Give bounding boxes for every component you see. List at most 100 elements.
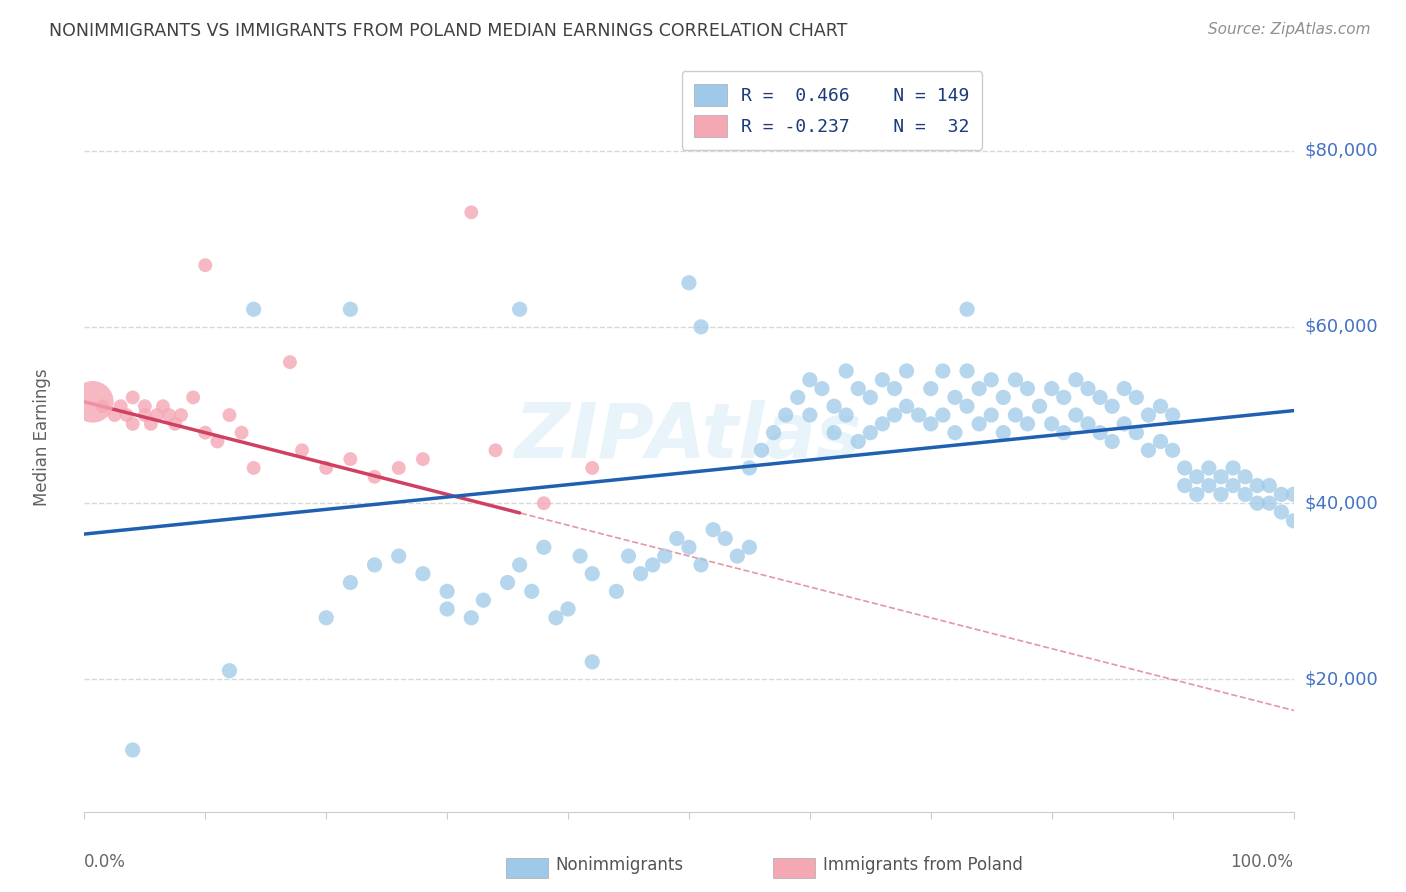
Point <box>993 391 1015 405</box>
Point <box>654 549 676 563</box>
Point <box>967 382 990 396</box>
Point <box>520 584 543 599</box>
Point <box>799 408 821 422</box>
Text: NONIMMIGRANTS VS IMMIGRANTS FROM POLAND MEDIAN EARNINGS CORRELATION CHART: NONIMMIGRANTS VS IMMIGRANTS FROM POLAND … <box>49 22 848 40</box>
Point <box>1270 487 1292 501</box>
Point <box>943 391 966 405</box>
Point <box>896 364 918 378</box>
Point <box>557 602 579 616</box>
Point <box>581 655 603 669</box>
Point <box>690 558 713 572</box>
Point <box>181 391 204 405</box>
Point <box>509 302 531 317</box>
Point <box>509 558 531 572</box>
Point <box>811 382 834 396</box>
Point <box>194 425 217 440</box>
Point <box>630 566 652 581</box>
Point <box>823 399 845 413</box>
Point <box>110 399 132 413</box>
Point <box>932 364 955 378</box>
Point <box>932 408 955 422</box>
Point <box>1088 391 1111 405</box>
Point <box>1185 469 1208 483</box>
Point <box>569 549 592 563</box>
FancyBboxPatch shape <box>506 858 548 878</box>
Point <box>121 743 143 757</box>
Point <box>207 434 229 449</box>
Point <box>1004 408 1026 422</box>
Point <box>1125 425 1147 440</box>
Point <box>846 434 869 449</box>
Point <box>1174 461 1197 475</box>
Point <box>1077 417 1099 431</box>
Point <box>218 664 240 678</box>
Point <box>412 566 434 581</box>
Point <box>980 408 1002 422</box>
Point <box>472 593 495 607</box>
Point <box>1282 487 1305 501</box>
Point <box>388 549 411 563</box>
Point <box>786 391 808 405</box>
Point <box>363 558 385 572</box>
Point <box>1064 373 1087 387</box>
Point <box>496 575 519 590</box>
Point <box>91 399 114 413</box>
Point <box>460 205 482 219</box>
Text: 0.0%: 0.0% <box>84 853 127 871</box>
Point <box>152 399 174 413</box>
Point <box>823 425 845 440</box>
Point <box>920 382 942 396</box>
Text: Source: ZipAtlas.com: Source: ZipAtlas.com <box>1208 22 1371 37</box>
Point <box>134 408 156 422</box>
Point <box>883 408 905 422</box>
Point <box>678 541 700 555</box>
Point <box>1004 373 1026 387</box>
Point <box>1185 487 1208 501</box>
Point <box>339 575 361 590</box>
FancyBboxPatch shape <box>773 858 815 878</box>
Text: $60,000: $60,000 <box>1305 318 1378 336</box>
Point <box>1149 399 1171 413</box>
Point <box>956 364 979 378</box>
Point <box>104 408 127 422</box>
Point <box>82 394 104 409</box>
Point <box>1053 391 1076 405</box>
Point <box>1270 505 1292 519</box>
Point <box>799 373 821 387</box>
Point <box>388 461 411 475</box>
Point <box>725 549 748 563</box>
Point <box>134 399 156 413</box>
Text: Immigrants from Poland: Immigrants from Poland <box>823 856 1022 874</box>
Point <box>1258 496 1281 510</box>
Point <box>194 258 217 272</box>
Point <box>339 302 361 317</box>
Point <box>242 302 264 317</box>
Point <box>170 408 193 422</box>
Point <box>738 461 761 475</box>
Point <box>1017 417 1039 431</box>
Point <box>315 611 337 625</box>
Point <box>1101 434 1123 449</box>
Point <box>1077 382 1099 396</box>
Point <box>993 425 1015 440</box>
Point <box>436 584 458 599</box>
Point <box>956 399 979 413</box>
Point <box>714 532 737 546</box>
Point <box>872 417 894 431</box>
Point <box>1017 382 1039 396</box>
Point <box>460 611 482 625</box>
Point <box>702 523 724 537</box>
Point <box>690 319 713 334</box>
Point <box>980 373 1002 387</box>
Legend: R =  0.466    N = 149, R = -0.237    N =  32: R = 0.466 N = 149, R = -0.237 N = 32 <box>682 71 983 150</box>
Point <box>835 364 858 378</box>
Point <box>1064 408 1087 422</box>
Point <box>581 461 603 475</box>
Point <box>605 584 627 599</box>
Point <box>678 276 700 290</box>
Text: $20,000: $20,000 <box>1305 671 1378 689</box>
Text: 100.0%: 100.0% <box>1230 853 1294 871</box>
Point <box>1161 443 1184 458</box>
Point <box>617 549 640 563</box>
Point <box>1125 391 1147 405</box>
